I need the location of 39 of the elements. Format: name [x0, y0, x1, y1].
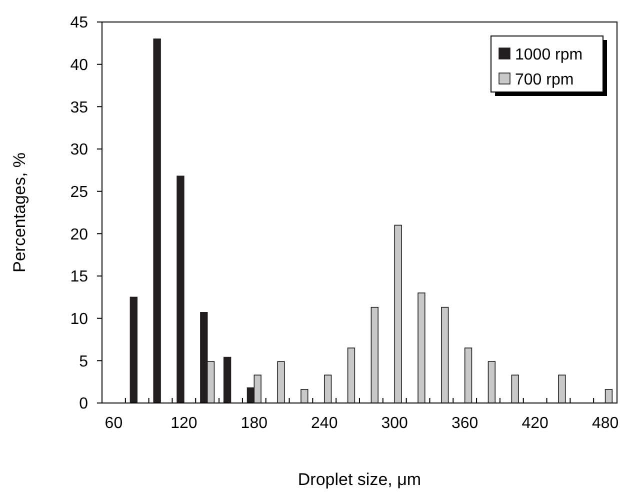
- x-tick-label: 180: [240, 415, 268, 432]
- bar: [441, 306, 449, 404]
- x-tick-label: 120: [170, 415, 198, 432]
- bar: [558, 374, 566, 404]
- bar: [464, 348, 472, 404]
- y-tick-label: 15: [70, 268, 88, 286]
- y-tick-label: 5: [79, 353, 88, 370]
- y-tick-label: 25: [70, 184, 88, 201]
- y-tick-label: 45: [70, 14, 88, 32]
- x-tick-label: 300: [381, 415, 408, 432]
- y-tick-label: 0: [79, 396, 88, 413]
- x-tick-label: 420: [522, 415, 549, 432]
- bar: [511, 374, 519, 404]
- bar: [176, 176, 184, 404]
- bar: [324, 374, 332, 404]
- legend-label: 700 rpm: [515, 72, 574, 89]
- legend-label: 1000 rpm: [515, 46, 583, 64]
- x-tick-label: 60: [104, 415, 123, 432]
- bar: [394, 224, 402, 404]
- y-tick-label: 10: [70, 310, 88, 328]
- y-tick-label: 40: [70, 56, 88, 74]
- bar: [488, 361, 496, 404]
- x-tick-label: 360: [451, 415, 478, 432]
- y-tick-label: 30: [70, 142, 88, 159]
- bar: [300, 389, 308, 404]
- y-axis-title: Percentages, %: [10, 152, 29, 273]
- bar: [370, 306, 378, 404]
- x-tick-label: 240: [311, 415, 338, 432]
- bar: [130, 296, 138, 404]
- bar: [604, 389, 613, 404]
- y-tick-label: 35: [70, 99, 88, 116]
- bar: [277, 361, 285, 404]
- bar: [153, 38, 161, 404]
- x-tick-label: 480: [592, 415, 619, 432]
- y-tick-label: 20: [70, 226, 88, 244]
- bar: [418, 292, 426, 404]
- bar: [223, 356, 232, 404]
- x-axis-title: Droplet size, μm: [298, 470, 422, 489]
- bar: [347, 348, 356, 404]
